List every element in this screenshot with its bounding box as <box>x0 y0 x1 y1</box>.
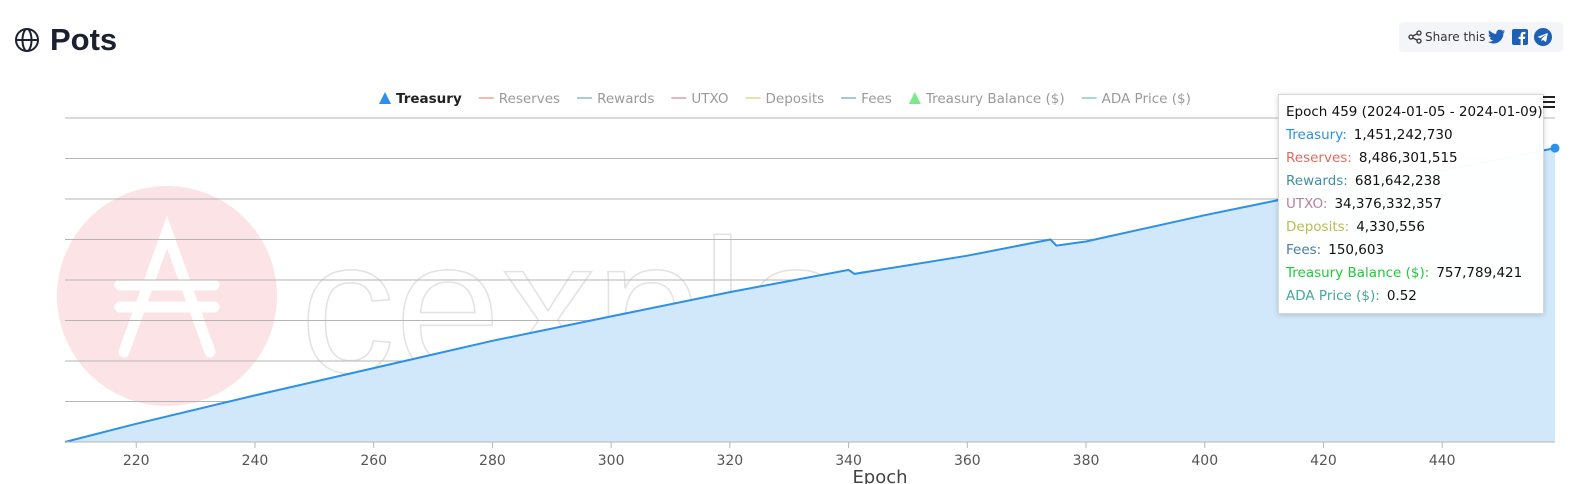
tooltip-row-label: Treasury Balance ($): <box>1286 265 1430 281</box>
x-tick-label: 340 <box>835 453 862 469</box>
x-axis-ticks: 220 240 260 280 300 320 340 360 380 400 420 440 <box>123 442 1456 469</box>
chart-legend: Treasury Reserves Rewards UTXO Deposits Fees T… <box>379 91 1191 107</box>
tooltip-row: UTXO: 34,376,332,357 <box>1286 193 1543 216</box>
legend-triangle-icon <box>379 92 391 104</box>
tooltip-row-label: Fees: <box>1286 242 1322 258</box>
legend-item-ada-price[interactable]: ADA Price ($) <box>1081 91 1191 107</box>
legend-triangle-icon <box>908 92 921 104</box>
menu-icon[interactable] <box>1543 96 1555 111</box>
tooltip-row: Rewards: 681,642,238 <box>1286 170 1543 193</box>
legend-label: Treasury <box>396 91 462 107</box>
x-tick-label: 260 <box>360 453 387 469</box>
x-tick-label: 360 <box>954 453 981 469</box>
x-tick-label: 400 <box>1191 453 1218 469</box>
legend-label: Rewards <box>597 91 654 107</box>
page-title: Pots <box>50 22 118 57</box>
x-tick-label: 280 <box>479 453 506 469</box>
ada-logo-icon <box>114 215 220 358</box>
legend-item-reserves[interactable]: Reserves <box>478 91 560 107</box>
telegram-icon[interactable] <box>1534 28 1553 46</box>
legend-item-utxo[interactable]: UTXO <box>671 91 729 107</box>
hover-point <box>1550 143 1560 153</box>
tooltip-row-label: Treasury: <box>1286 127 1347 143</box>
page-header: Pots <box>14 20 117 60</box>
tooltip-row: Fees: 150,603 <box>1286 239 1543 262</box>
tooltip-row-label: Deposits: <box>1286 219 1350 235</box>
x-axis-label: Epoch <box>852 467 907 484</box>
tooltip-row-value: 150,603 <box>1328 242 1385 258</box>
legend-item-treasury[interactable]: Treasury <box>379 91 462 107</box>
tooltip-row: ADA Price ($): 0.52 <box>1286 285 1543 308</box>
share-icon[interactable] <box>1408 30 1422 44</box>
legend-item-deposits[interactable]: Deposits <box>745 91 825 107</box>
legend-label: UTXO <box>691 91 728 107</box>
legend-label: Fees <box>861 91 892 107</box>
legend-label: Reserves <box>499 91 560 107</box>
legend-label: ADA Price ($) <box>1102 91 1191 107</box>
tooltip-row: Treasury: 1,451,242,730 <box>1286 124 1543 147</box>
x-tick-label: 320 <box>716 453 743 469</box>
share-box: Share this <box>1399 22 1563 52</box>
chart-tooltip: Epoch 459 (2024-01-05 - 2024-01-09) Trea… <box>1278 94 1544 314</box>
legend-item-fees[interactable]: Fees <box>841 91 892 107</box>
tooltip-row-value: 757,789,421 <box>1436 265 1523 281</box>
twitter-icon[interactable] <box>1488 29 1506 45</box>
tooltip-title: Epoch 459 (2024-01-05 - 2024-01-09) <box>1286 104 1543 120</box>
x-tick-label: 300 <box>598 453 625 469</box>
legend-item-treasury-balance[interactable]: Treasury Balance ($) <box>908 91 1065 107</box>
share-label: Share this <box>1425 30 1486 44</box>
tooltip-row-value: 8,486,301,515 <box>1358 150 1458 166</box>
tooltip-row-value: 34,376,332,357 <box>1334 196 1442 212</box>
tooltip-row-value: 0.52 <box>1386 288 1417 304</box>
x-tick-label: 220 <box>123 453 150 469</box>
x-tick-label: 240 <box>242 453 269 469</box>
tooltip-row-value: 1,451,242,730 <box>1353 127 1453 143</box>
tooltip-row-value: 4,330,556 <box>1356 219 1425 235</box>
tooltip-row: Reserves: 8,486,301,515 <box>1286 147 1543 170</box>
treasury-area <box>65 148 1555 442</box>
tooltip-row-label: ADA Price ($): <box>1286 288 1380 304</box>
tooltip-row-label: Rewards: <box>1286 173 1348 189</box>
tooltip-row-label: UTXO: <box>1286 196 1328 212</box>
legend-label: Treasury Balance ($) <box>925 91 1065 107</box>
legend-label: Deposits <box>766 91 825 107</box>
tooltip-row-value: 681,642,238 <box>1354 173 1441 189</box>
legend-item-rewards[interactable]: Rewards <box>577 91 654 107</box>
treasury-line <box>64 147 1556 443</box>
x-tick-label: 380 <box>1073 453 1100 469</box>
tooltip-row: Deposits: 4,330,556 <box>1286 216 1543 239</box>
x-tick-label: 420 <box>1310 453 1337 469</box>
x-tick-label: 440 <box>1429 453 1456 469</box>
tooltip-row-label: Reserves: <box>1286 150 1352 166</box>
facebook-icon[interactable] <box>1512 29 1529 45</box>
globe-icon <box>14 27 40 53</box>
tooltip-row: Treasury Balance ($): 757,789,421 <box>1286 262 1543 285</box>
